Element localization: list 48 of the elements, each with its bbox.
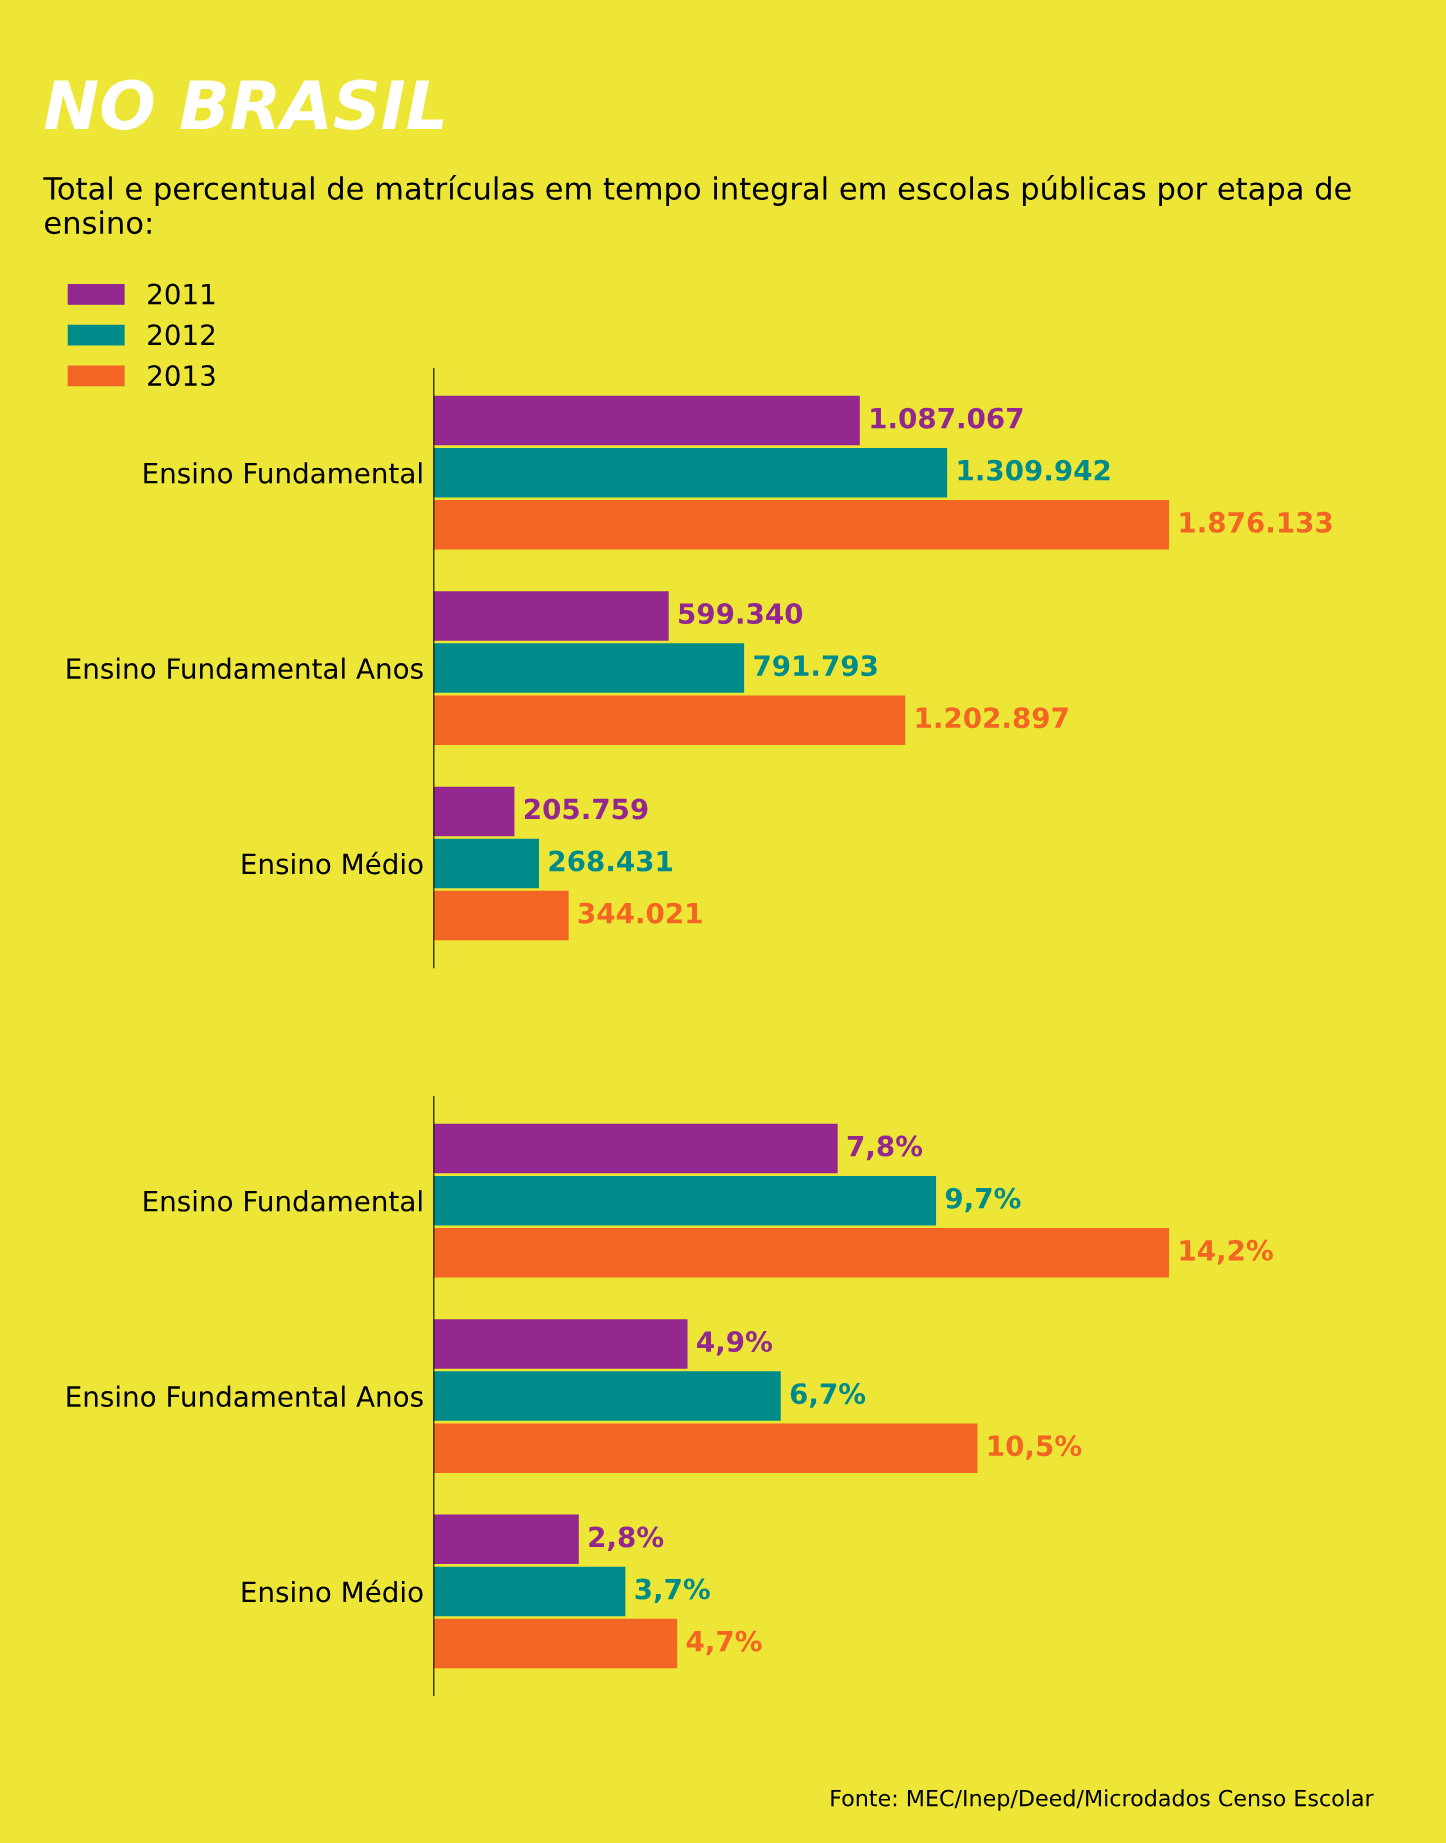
bar: [433, 1514, 579, 1565]
bar: [433, 695, 906, 745]
data-label: 205.759: [524, 798, 648, 820]
data-label: 791.793: [754, 655, 877, 677]
y-tick-label: Ensino Médio: [242, 1579, 423, 1603]
bar: [433, 1175, 937, 1226]
bar: [433, 838, 539, 889]
bar: [433, 1319, 688, 1369]
legend-label: 2013: [148, 365, 215, 387]
source-note: Fonte: MEC/Inep/Deed/Microdados Censo Escolar: [831, 1789, 1374, 1811]
bar: [433, 1423, 978, 1473]
bar: [433, 1123, 838, 1174]
data-label: 1.876.133: [1180, 511, 1332, 533]
bar: [433, 1566, 626, 1617]
bar: [433, 643, 745, 693]
bar: [433, 500, 1170, 550]
chart-subtitle: Total e percentual de matrículas em tempo integral em escolas públicas por etapa de ensino:: [43, 175, 1351, 235]
data-label: 2,8%: [589, 1526, 664, 1551]
legend-label: 2012: [148, 324, 215, 346]
data-label: 1.202.897: [916, 707, 1068, 729]
bar: [433, 395, 860, 446]
data-label: 268.431: [549, 850, 672, 872]
data-label: 9,7%: [945, 1187, 1021, 1213]
data-label: 599.340: [679, 603, 803, 625]
y-tick-label: Ensino Fundamental Anos: [67, 657, 423, 680]
data-label: 1.087.067: [871, 407, 1023, 429]
y-tick-label: Ensino Fundamental: [144, 1190, 422, 1212]
bar: [433, 890, 569, 941]
data-label: 3,7%: [635, 1578, 710, 1604]
bar: [433, 786, 515, 837]
bar: [433, 447, 948, 498]
y-tick-label: Ensino Fundamental Anos: [67, 1385, 423, 1408]
chart-title: NO BRASIL: [44, 79, 444, 130]
data-label: 4,9%: [697, 1331, 772, 1356]
data-label: 344.021: [578, 902, 702, 924]
bar: [433, 1618, 678, 1669]
bar: [433, 1371, 781, 1421]
data-label: 10,5%: [988, 1435, 1082, 1460]
legend-label: 2011: [148, 283, 215, 305]
y-tick-label: Ensino Médio: [242, 851, 423, 875]
bar: [433, 591, 669, 641]
data-label: 14,2%: [1180, 1239, 1273, 1265]
y-tick-label: Ensino Fundamental: [144, 462, 422, 484]
bar: [433, 1228, 1170, 1278]
data-label: 1.309.942: [958, 459, 1110, 481]
data-label: 6,7%: [790, 1383, 866, 1408]
data-label: 7,8%: [847, 1135, 923, 1161]
data-label: 4,7%: [686, 1630, 762, 1656]
